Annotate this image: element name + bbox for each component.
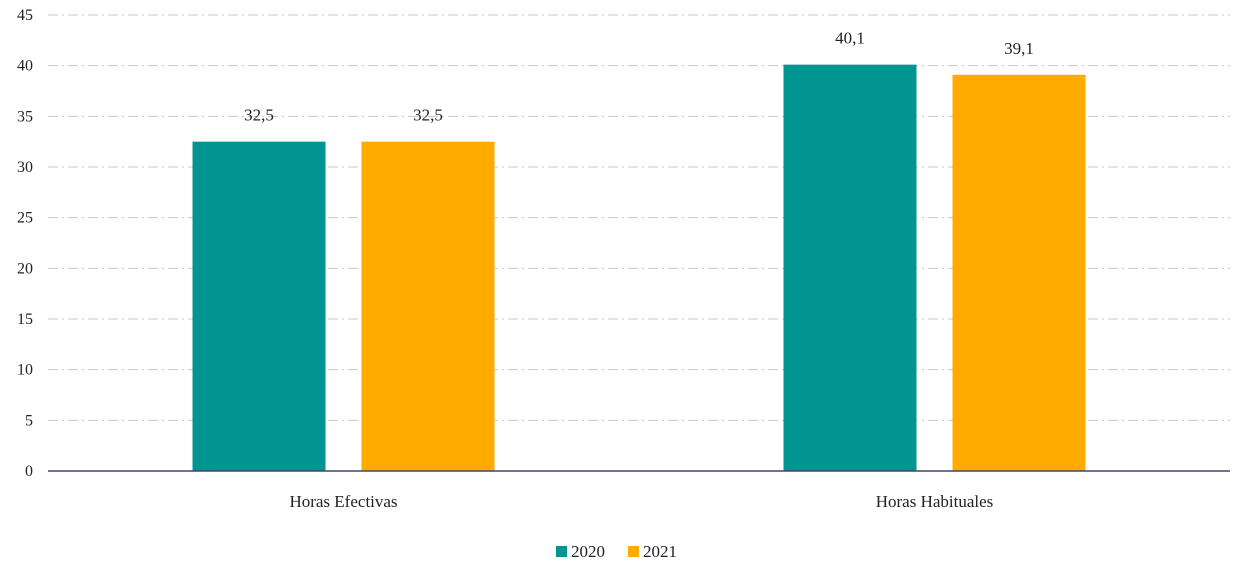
y-tick-label: 5 bbox=[25, 412, 33, 429]
y-tick-label: 10 bbox=[17, 362, 33, 379]
legend-label: 2021 bbox=[643, 542, 677, 561]
x-axis-labels: Horas Efectivas Horas Habituales bbox=[289, 492, 993, 511]
data-label: 32,5 bbox=[244, 106, 274, 125]
y-tick-label: 0 bbox=[25, 463, 33, 480]
y-tick-label: 15 bbox=[17, 311, 33, 328]
y-tick-label: 40 bbox=[17, 58, 33, 75]
legend: 2020 2021 bbox=[556, 542, 677, 561]
legend-label: 2020 bbox=[571, 542, 605, 561]
data-labels: 32,5 32,5 40,1 39,1 bbox=[244, 29, 1034, 125]
legend-swatch-2020 bbox=[556, 546, 567, 557]
y-axis-ticks: 0 5 10 15 20 25 30 35 40 45 bbox=[17, 7, 33, 480]
data-label: 40,1 bbox=[835, 29, 865, 48]
y-tick-label: 45 bbox=[17, 7, 33, 24]
y-tick-label: 35 bbox=[17, 108, 33, 125]
y-tick-label: 30 bbox=[17, 159, 33, 176]
data-label: 32,5 bbox=[413, 106, 443, 125]
bar-2020 bbox=[192, 141, 326, 471]
x-category-label: Horas Habituales bbox=[876, 492, 994, 511]
bars bbox=[192, 64, 1086, 472]
data-label: 39,1 bbox=[1004, 39, 1034, 58]
bar-2021 bbox=[952, 74, 1086, 471]
bar-2020 bbox=[783, 64, 917, 472]
x-category-label: Horas Efectivas bbox=[289, 492, 397, 511]
y-tick-label: 25 bbox=[17, 210, 33, 227]
y-tick-label: 20 bbox=[17, 260, 33, 277]
bar-2021 bbox=[361, 141, 495, 471]
legend-swatch-2021 bbox=[628, 546, 639, 557]
